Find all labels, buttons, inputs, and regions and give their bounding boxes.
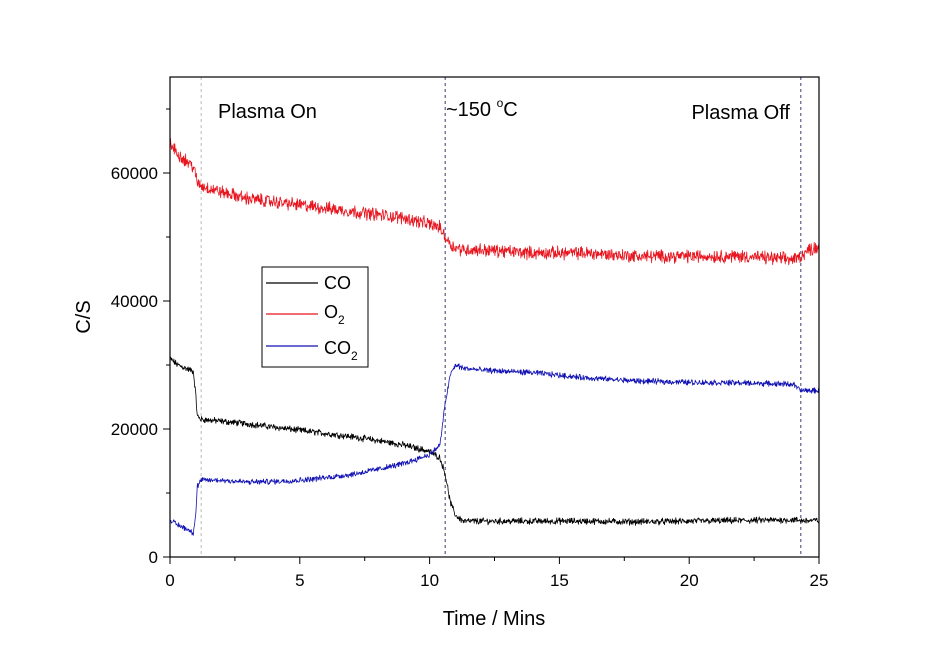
legend-label-co2-base: CO: [324, 338, 351, 358]
y-tick-label: 20000: [111, 420, 158, 439]
legend-box: [261, 266, 369, 368]
legend-label-o2: O2: [324, 302, 345, 327]
legend-label-co2-sub: 2: [351, 349, 358, 363]
series-line-co: [169, 356, 820, 526]
x-axis-title: Time / Mins: [443, 608, 546, 630]
reference-lines: [200, 77, 802, 557]
y-tick-label: 60000: [111, 164, 158, 183]
x-tick-label: 15: [550, 571, 569, 590]
annotation-plasma-on: Plasma On: [218, 101, 317, 123]
x-tick-label: 5: [295, 571, 304, 590]
x-tick-label: 20: [680, 571, 699, 590]
legend-label-co: CO: [324, 273, 351, 293]
axis-ticks: 0 5 10 15 20 25 0 20000 40000 60000: [111, 108, 829, 590]
legend-label-co-base: CO: [324, 273, 351, 293]
legend-label-o2-sub: 2: [338, 313, 345, 327]
annotation-temperature-unit: C: [503, 99, 517, 121]
legend: CO O2 CO2: [261, 266, 369, 368]
y-tick-label: 40000: [111, 292, 158, 311]
annotation-temperature: ~150 oC: [446, 96, 518, 121]
legend-label-co2: CO2: [324, 338, 358, 363]
annotation-temperature-value: ~150: [446, 99, 497, 121]
series-line-o2: [169, 137, 820, 266]
x-tick-label: 10: [420, 571, 439, 590]
annotation-plasma-off: Plasma Off: [691, 102, 790, 124]
x-tick-label: 25: [810, 571, 829, 590]
y-axis-title: C/S: [73, 300, 95, 333]
x-tick-label: 0: [165, 571, 174, 590]
annotation-temperature-degree: o: [497, 96, 504, 110]
y-tick-label: 0: [149, 548, 158, 567]
series-line-co2: [169, 363, 820, 536]
series-layer: [169, 137, 820, 536]
legend-label-o2-base: O: [324, 302, 338, 322]
